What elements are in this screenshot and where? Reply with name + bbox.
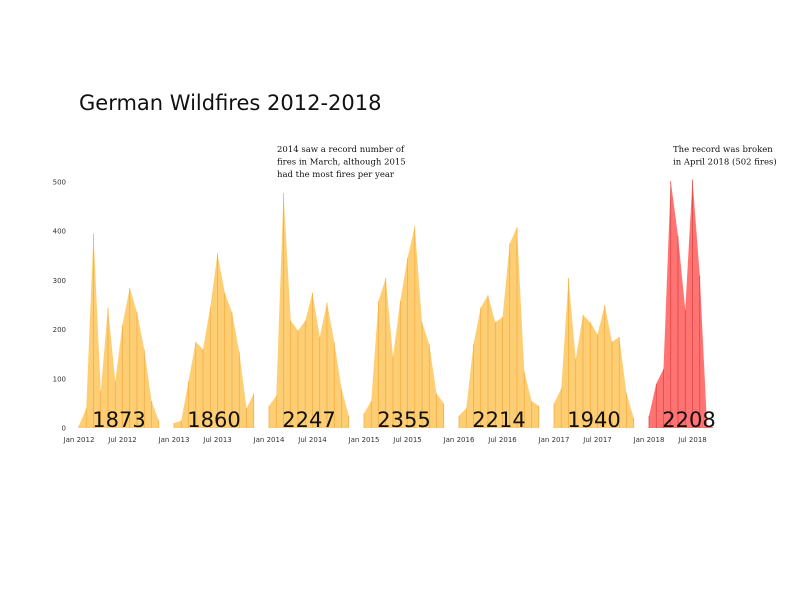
annotation-2018: The record was broken in April 2018 (502 …	[673, 145, 777, 168]
annotations: 2014 saw a record number of fires in Marc…	[277, 145, 777, 180]
y-tick-label: 100	[53, 375, 66, 383]
area-2012	[79, 233, 159, 428]
year-area-2018	[648, 179, 729, 428]
total-2017: 1940	[567, 408, 620, 432]
y-tick-label: 200	[53, 326, 66, 334]
total-2013: 1860	[187, 408, 240, 432]
annotation-line: The record was broken	[673, 145, 773, 155]
year-area-2012	[78, 233, 160, 428]
area-2018	[649, 179, 729, 428]
x-tick-label: Jul 2012	[107, 436, 137, 444]
x-tick-label: Jul 2013	[202, 436, 232, 444]
x-tick-label: Jan 2016	[443, 436, 475, 444]
total-2012: 1873	[92, 408, 145, 432]
annotation-2014: 2014 saw a record number of fires in Marc…	[277, 145, 406, 180]
x-tick-label: Jan 2015	[348, 436, 380, 444]
x-axis-ticks: Jan 2012 Jul 2012 Jan 2013 Jul 2013 Jan 2014…	[63, 436, 707, 444]
chart-title: German Wildfires 2012-2018	[79, 91, 381, 115]
year-totals: 1873 1860 2247 2355 2214 1940 2208	[92, 408, 715, 432]
area-2013	[174, 253, 254, 428]
x-tick-label: Jan 2018	[633, 436, 665, 444]
year-area-2014	[268, 192, 350, 428]
year-area-2016	[458, 227, 540, 428]
area-2014	[269, 192, 349, 428]
year-area-2013	[173, 253, 255, 428]
x-tick-label: Jul 2015	[392, 436, 422, 444]
x-tick-label: Jan 2013	[158, 436, 190, 444]
annotation-line: had the most fires per year	[277, 170, 395, 180]
total-2015: 2355	[377, 408, 430, 432]
y-tick-label: 0	[62, 425, 66, 433]
total-2018: 2208	[662, 408, 715, 432]
y-tick-label: 500	[53, 179, 66, 187]
year-area-2015	[363, 226, 445, 428]
annotation-line: 2014 saw a record number of	[277, 145, 405, 155]
annotation-line: in April 2018 (502 fires)	[673, 157, 777, 168]
area-2017	[554, 277, 634, 428]
y-tick-label: 400	[53, 228, 66, 236]
total-2016: 2214	[472, 408, 525, 432]
x-tick-label: Jan 2014	[253, 436, 285, 444]
year-area-2017	[553, 277, 635, 428]
y-axis: 0 100 200 300 400 500	[53, 179, 66, 433]
total-2014: 2247	[282, 408, 335, 432]
x-tick-label: Jul 2016	[487, 436, 517, 444]
area-2015	[364, 226, 444, 428]
x-tick-label: Jan 2012	[63, 436, 95, 444]
x-tick-label: Jan 2017	[538, 436, 570, 444]
x-tick-label: Jul 2014	[297, 436, 327, 444]
year-areas	[78, 179, 729, 428]
y-tick-label: 300	[53, 277, 66, 285]
annotation-line: fires in March, although 2015	[277, 158, 406, 168]
x-tick-label: Jul 2017	[582, 436, 612, 444]
area-2016	[459, 227, 539, 428]
x-tick-label: Jul 2018	[677, 436, 707, 444]
